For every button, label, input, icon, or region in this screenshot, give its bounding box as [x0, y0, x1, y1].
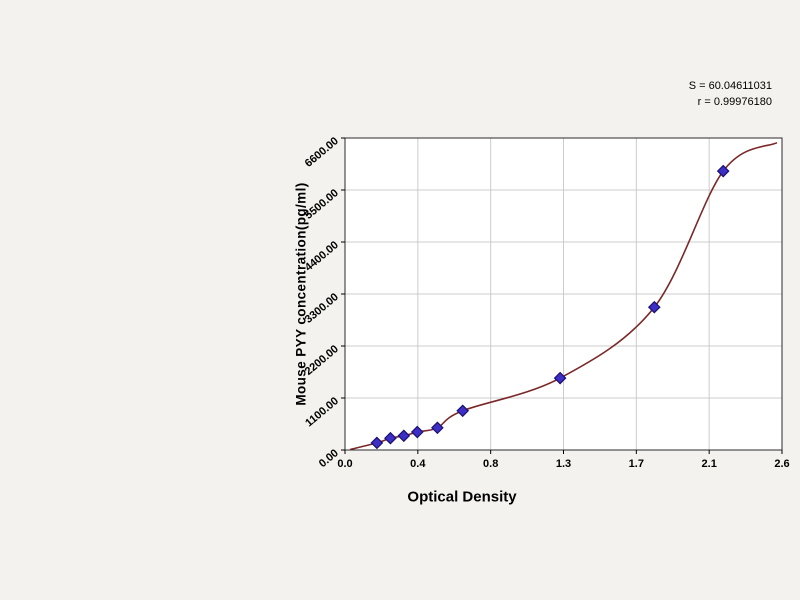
y-axis-title: Mouse PYY concentration(pg/ml): [293, 182, 309, 406]
data-point-marker: [384, 431, 397, 445]
x-tick-label: 0.0: [337, 458, 352, 470]
data-point-marker: [456, 404, 470, 418]
data-point-marker: [553, 371, 567, 385]
fit-s-value: S = 60.04611031: [688, 80, 772, 92]
x-tick-label: 0.8: [483, 458, 498, 470]
x-tick-label: 1.3: [556, 458, 571, 470]
data-point-marker: [370, 436, 384, 450]
x-tick-label: 0.4: [410, 458, 426, 470]
fit-statistics: S = 60.04611031 r = 0.99976180: [689, 78, 772, 110]
data-point-marker: [410, 425, 424, 439]
data-point-marker: [716, 164, 730, 178]
grid-lines: [345, 138, 782, 450]
x-tick-label: 1.7: [629, 458, 644, 470]
data-points: [370, 164, 730, 450]
axis-ticks: [341, 137, 783, 454]
data-point-marker: [647, 300, 661, 314]
x-tick-label: 2.6: [774, 458, 789, 470]
data-point-marker: [431, 421, 444, 435]
x-tick-label: 2.1: [702, 458, 717, 470]
x-axis-title: Optical Density: [407, 488, 517, 506]
data-point-marker: [397, 429, 411, 443]
fit-r-value: r = 0.99976180: [697, 96, 772, 108]
